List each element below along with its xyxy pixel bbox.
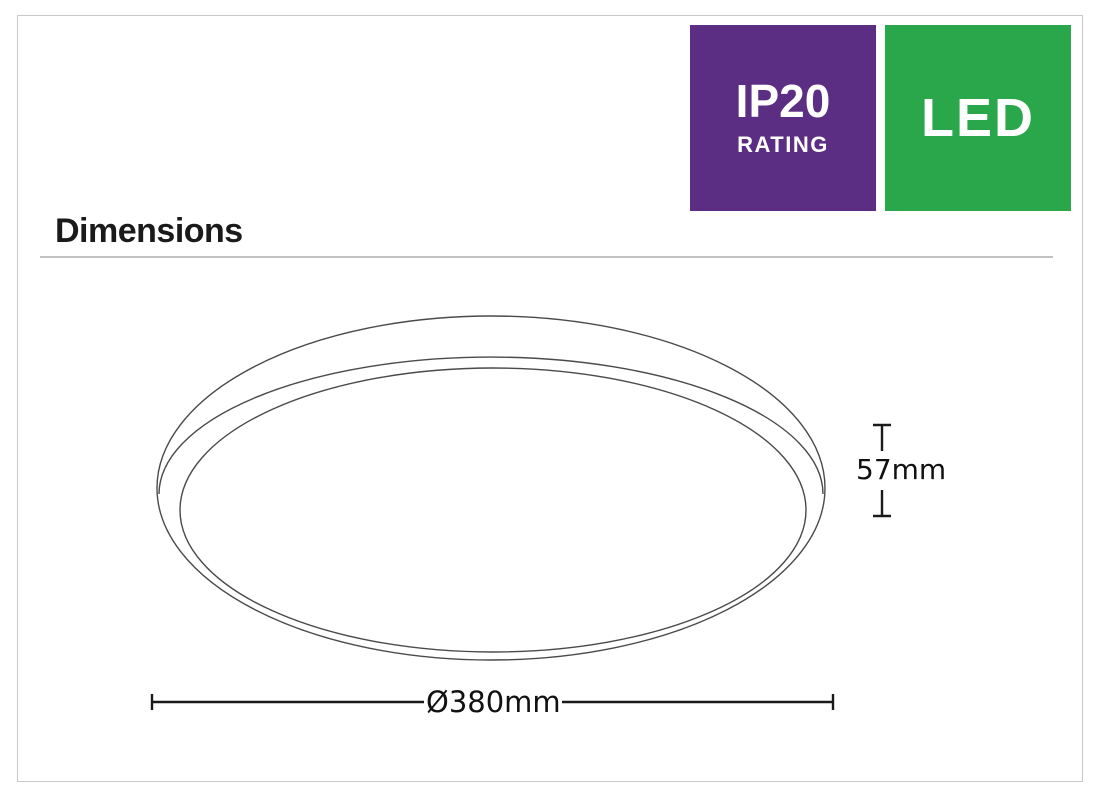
diameter-dimension-line [150,694,835,710]
inner-diffuser-ellipse [179,367,807,653]
height-dimension-label: 57mm [856,453,947,486]
outer-rim-ellipse [156,315,826,661]
ip-rating-badge: IP20 RATING [690,25,876,211]
dimensions-heading: Dimensions [55,212,243,250]
rim-top-edge-arc [158,356,824,495]
heading-divider-line [40,256,1053,258]
height-dimension-line [873,423,891,518]
ip-rating-caption: RATING [737,132,829,157]
diameter-dimension-label: Ø380mm [426,685,561,719]
led-badge: LED [885,25,1071,211]
led-badge-label: LED [921,88,1035,148]
ip-rating-value: IP20 [735,75,831,127]
